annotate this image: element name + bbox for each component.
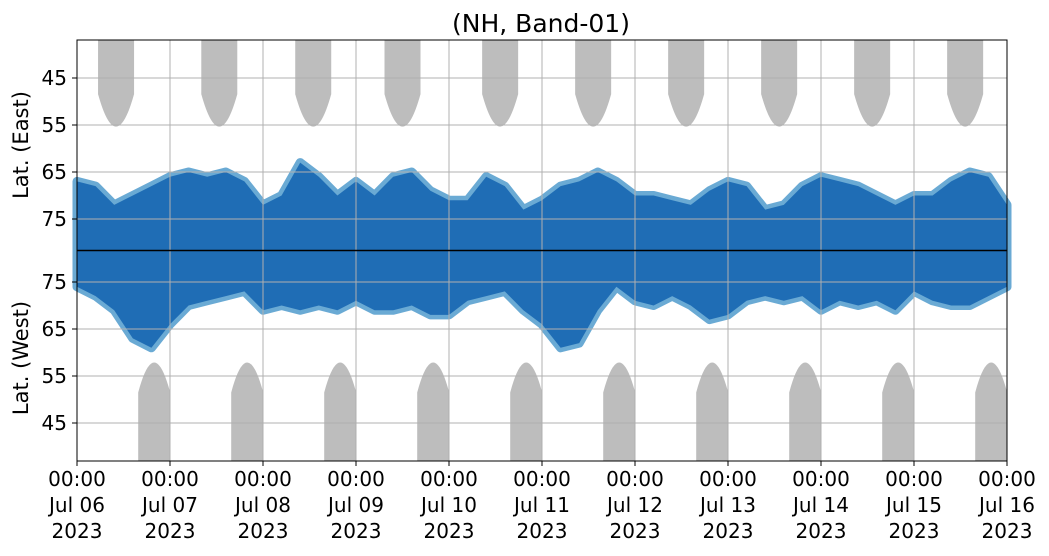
x-tick-label: 00:00 xyxy=(48,467,106,491)
x-tick-label: Jul 13 xyxy=(698,493,756,517)
no-data-lobe-top xyxy=(384,40,421,127)
no-data-lobe-bottom xyxy=(882,362,915,461)
x-tick-label: 00:00 xyxy=(699,467,757,491)
y-tick-east-label: 65 xyxy=(42,160,67,184)
y-tick-east-label: 55 xyxy=(42,113,67,137)
x-tick-label: 2023 xyxy=(331,519,382,543)
x-tick-label: 00:00 xyxy=(327,467,385,491)
no-data-lobe-bottom xyxy=(510,362,543,461)
x-tick-label: 2023 xyxy=(52,519,103,543)
x-tick-label: 2023 xyxy=(424,519,475,543)
no-data-lobe-bottom xyxy=(417,362,450,461)
x-tick-label: 2023 xyxy=(145,519,196,543)
y-tick-east-label: 75 xyxy=(42,207,67,231)
x-tick-label: Jul 08 xyxy=(233,493,291,517)
x-tick-label: Jul 09 xyxy=(326,493,384,517)
x-tick-label: 00:00 xyxy=(234,467,292,491)
no-data-lobe-top xyxy=(575,40,612,127)
x-tick-label: 00:00 xyxy=(513,467,571,491)
x-tick-label: Jul 11 xyxy=(512,493,570,517)
no-data-lobe-bottom xyxy=(138,362,171,461)
x-tick-label: 2023 xyxy=(703,519,754,543)
y-tick-west-label: 45 xyxy=(42,411,67,435)
no-data-lobe-bottom xyxy=(696,362,729,461)
x-tick-label: Jul 10 xyxy=(419,493,477,517)
x-tick-label: 2023 xyxy=(610,519,661,543)
y-tick-west-label: 65 xyxy=(42,317,67,341)
x-tick-label: Jul 12 xyxy=(605,493,663,517)
y-axis-ticks: 45 55 65 75 75 65 55 45 xyxy=(42,66,77,435)
no-data-regions xyxy=(98,40,1008,461)
x-tick-label: 00:00 xyxy=(606,467,664,491)
no-data-lobe-bottom xyxy=(789,362,822,461)
x-tick-label: 2023 xyxy=(238,519,289,543)
no-data-lobe-top xyxy=(201,40,238,127)
no-data-lobe-bottom xyxy=(324,362,357,461)
no-data-lobe-bottom xyxy=(975,362,1008,461)
no-data-lobe-top xyxy=(947,40,984,127)
no-data-lobe-bottom xyxy=(603,362,636,461)
y-axis-label-west: Lat. (West) xyxy=(9,301,33,415)
x-tick-label: 00:00 xyxy=(978,467,1036,491)
y-tick-west-label: 55 xyxy=(42,364,67,388)
no-data-lobe-top xyxy=(295,40,332,127)
x-tick-label: 00:00 xyxy=(885,467,943,491)
y-axis-label-east: Lat. (East) xyxy=(9,91,33,199)
x-tick-label: Jul 16 xyxy=(977,493,1035,517)
no-data-lobe-top xyxy=(482,40,519,127)
x-tick-label: 00:00 xyxy=(792,467,850,491)
plot-area xyxy=(72,39,1012,462)
chart-title: (NH, Band-01) xyxy=(452,9,630,38)
x-tick-label: Jul 15 xyxy=(884,493,942,517)
x-tick-label: 00:00 xyxy=(420,467,478,491)
x-tick-label: Jul 07 xyxy=(140,493,198,517)
y-tick-west-label: 75 xyxy=(42,270,67,294)
no-data-lobe-bottom xyxy=(231,362,264,461)
x-tick-label: 2023 xyxy=(796,519,847,543)
no-data-lobe-top xyxy=(854,40,891,127)
no-data-lobe-top xyxy=(98,40,135,127)
x-tick-label: Jul 14 xyxy=(791,493,849,517)
y-tick-east-label: 45 xyxy=(42,66,67,90)
no-data-lobe-top xyxy=(761,40,798,127)
x-tick-label: 2023 xyxy=(982,519,1033,543)
x-tick-label: 2023 xyxy=(517,519,568,543)
no-data-lobe-top xyxy=(668,40,705,127)
x-tick-label: 2023 xyxy=(889,519,940,543)
x-tick-label: Jul 06 xyxy=(47,493,105,517)
x-tick-label: 00:00 xyxy=(141,467,199,491)
